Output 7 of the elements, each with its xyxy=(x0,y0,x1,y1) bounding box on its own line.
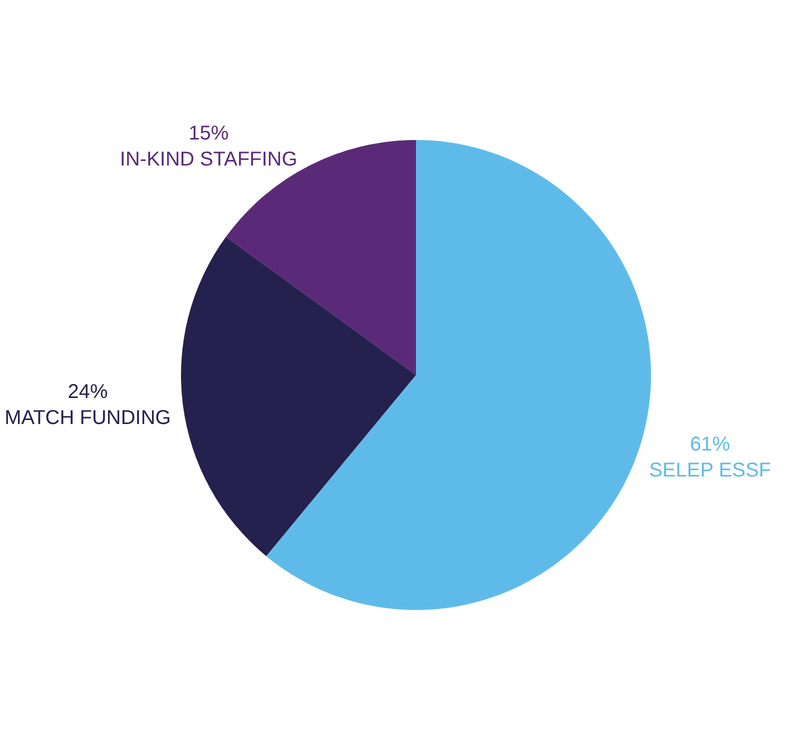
slice-label: IN-KIND STAFFING xyxy=(120,148,298,171)
data-label: 15% xyxy=(188,122,229,145)
data-label: 61% xyxy=(690,433,730,456)
pie-slice xyxy=(181,236,416,556)
slice-label: MATCH FUNDING xyxy=(4,406,171,429)
data-label: 24% xyxy=(68,380,108,403)
slice-label: SELEP ESSF xyxy=(649,459,772,482)
